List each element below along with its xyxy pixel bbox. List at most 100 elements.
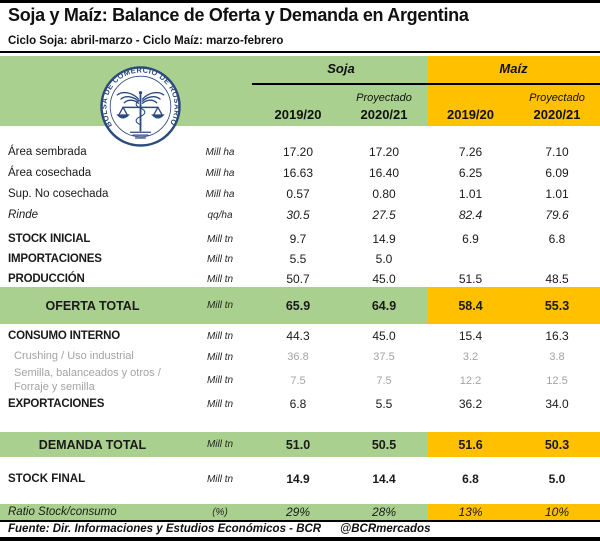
cell-maiz-2019-20: 13%: [458, 505, 483, 519]
cell-soja-2020-21: 45.0: [372, 272, 396, 286]
table-row-sup-no-cosechada: Sup. No cosechada Mill ha 0.57 0.80 1.01…: [0, 184, 600, 204]
cell-maiz-2020-21: 50.3: [544, 437, 570, 452]
row-label: Crushing / Uso industrial: [14, 350, 134, 363]
top-border: [0, 0, 600, 3]
row-label: EXPORTACIONES: [8, 398, 105, 410]
row-label: IMPORTACIONES: [8, 253, 102, 265]
cell-maiz-2020-21: 79.6: [545, 208, 569, 222]
table-row-area-sembrada: Área sembrada Mill ha 17.20 17.20 7.26 7…: [0, 142, 600, 162]
row-unit: Mill tn: [206, 398, 234, 410]
bottom-border: [0, 537, 600, 541]
cell-soja-2019-20: 0.57: [286, 187, 310, 201]
cell-maiz-2020-21: 7.10: [545, 145, 569, 159]
cell-maiz-2020-21: 5.0: [548, 472, 566, 486]
table-row-exportaciones: EXPORTACIONES Mill tn 6.8 5.5 36.2 34.0: [0, 394, 600, 414]
cell-maiz-2020-21: 34.0: [545, 397, 569, 411]
cell-maiz-2019-20: 15.4: [458, 329, 483, 343]
cell-soja-2020-21: 37.5: [373, 351, 395, 363]
row-label: PRODUCCIÓN: [8, 273, 85, 285]
row-label: OFERTA TOTAL: [45, 298, 140, 313]
row-label: STOCK FINAL: [8, 473, 86, 485]
row-label: Área cosechada: [8, 167, 92, 179]
column-header-maiz-2020-21: 2020/21: [533, 107, 581, 122]
cell-soja-2019-20: 30.5: [286, 208, 310, 222]
table-row-demanda-total: DEMANDA TOTAL Mill tn 51.0 50.5 51.6 50.…: [0, 432, 600, 457]
row-label: STOCK INICIAL: [8, 233, 91, 245]
row-unit: qq/ha: [207, 209, 233, 221]
table-row-stock-final: STOCK FINAL Mill tn 14.9 14.4 6.8 5.0: [0, 469, 600, 489]
cell-maiz-2019-20: 36.2: [458, 397, 483, 411]
cell-maiz-2019-20: 82.4: [458, 208, 483, 222]
cell-soja-2019-20: 36.8: [287, 351, 309, 363]
cell-maiz-2019-20: 51.6: [458, 437, 483, 452]
cell-soja-2020-21: 5.5: [375, 397, 393, 411]
source-text: Fuente: Dir. Informaciones y Estudios Ec…: [8, 523, 322, 535]
cell-soja-2020-21: 17.20: [368, 145, 400, 159]
cell-soja-2019-20: 6.8: [289, 397, 307, 411]
table-row-stock-inicial: STOCK INICIAL Mill tn 9.7 14.9 6.9 6.8: [0, 229, 600, 249]
cell-maiz-2019-20: 6.9: [462, 232, 479, 246]
row-unit: Mill tn: [206, 273, 234, 285]
row-unit: Mill ha: [205, 167, 235, 179]
cell-maiz-2019-20: 6.8: [462, 472, 479, 486]
row-label: DEMANDA TOTAL: [38, 437, 147, 452]
row-label: Rinde: [8, 209, 39, 221]
table-row-semilla-forraje: Semilla, balanceados y otros / Forraje y…: [0, 364, 600, 397]
proyectado-label-maiz: Proyectado: [529, 92, 585, 104]
cell-maiz-2020-21: 6.09: [545, 166, 569, 180]
cell-maiz-2020-21: 10%: [544, 505, 570, 519]
cell-soja-2020-21: 45.0: [372, 329, 396, 343]
cell-maiz-2019-20: 3.2: [462, 351, 479, 363]
cell-maiz-2020-21: 55.3: [544, 298, 570, 313]
row-unit: Mill tn: [206, 300, 234, 311]
cell-soja-2019-20: 9.7: [289, 232, 307, 246]
column-header-soja-2020-21: 2020/21: [360, 107, 408, 122]
row-unit: Mill tn: [206, 253, 234, 265]
cell-soja-2019-20: 17.20: [282, 145, 314, 159]
column-header-soja-2019-20: 2019/20: [274, 107, 322, 122]
table-row-crushing: Crushing / Uso industrial Mill tn 36.8 3…: [0, 347, 600, 367]
cell-maiz-2019-20: 7.26: [458, 145, 483, 159]
row-unit: Mill tn: [206, 351, 234, 363]
cell-soja-2019-20: 44.3: [286, 329, 310, 343]
footer-divider: [0, 520, 600, 522]
cell-soja-2020-21: 16.40: [368, 166, 400, 180]
row-label: Semilla, balanceados y otros / Forraje y…: [14, 367, 161, 393]
cell-soja-2019-20: 5.5: [289, 252, 307, 266]
caduceus-scales-icon: [116, 91, 165, 139]
row-unit: Mill tn: [206, 330, 234, 342]
cell-maiz-2019-20: 12.2: [459, 374, 482, 387]
header-underline: [252, 83, 600, 85]
row-label: CONSUMO INTERNO: [8, 330, 121, 342]
cell-soja-2020-21: 7.5: [376, 374, 392, 387]
column-group-header: Soja Maíz Proyectado Proyectado 2019/20 …: [0, 56, 600, 126]
page-title: Soja y Maíz: Balance de Oferta y Demanda…: [8, 5, 469, 25]
column-header-maiz-2019-20: 2019/20: [447, 107, 494, 122]
row-label: Área sembrada: [8, 146, 87, 158]
cell-soja-2020-21: 0.80: [372, 187, 396, 201]
cell-soja-2019-20: 51.0: [285, 437, 311, 452]
row-unit: Mill tn: [206, 473, 234, 485]
cell-soja-2019-20: 65.9: [285, 298, 311, 313]
cell-soja-2020-21: 28%: [371, 505, 397, 519]
cell-soja-2019-20: 14.9: [286, 472, 310, 486]
table-row-rinde: Rinde qq/ha 30.5 27.5 82.4 79.6: [0, 205, 600, 225]
cell-maiz-2020-21: 3.8: [549, 351, 565, 363]
row-unit: Mill tn: [206, 375, 234, 386]
cell-maiz-2019-20: 58.4: [458, 298, 483, 313]
row-label: Ratio Stock/consumo: [8, 506, 117, 518]
proyectado-label-soja: Proyectado: [356, 92, 412, 104]
cell-maiz-2020-21: 1.01: [545, 187, 569, 201]
table-row-area-cosechada: Área cosechada Mill ha 16.63 16.40 6.25 …: [0, 163, 600, 183]
row-unit: Mill tn: [206, 233, 234, 245]
row-label: Sup. No cosechada: [8, 188, 109, 200]
bolsa-comercio-rosario-seal-icon: BOLSA DE COMERCIO DE ROSARIO: [99, 65, 181, 147]
cell-soja-2020-21: 27.5: [372, 208, 396, 222]
cell-soja-2020-21: 5.0: [375, 252, 393, 266]
cell-soja-2019-20: 50.7: [286, 272, 310, 286]
twitter-handle: @BCRmercados: [340, 523, 431, 535]
row-unit: (%): [212, 506, 228, 518]
title-underline: [0, 51, 600, 53]
cell-soja-2019-20: 7.5: [290, 374, 306, 387]
